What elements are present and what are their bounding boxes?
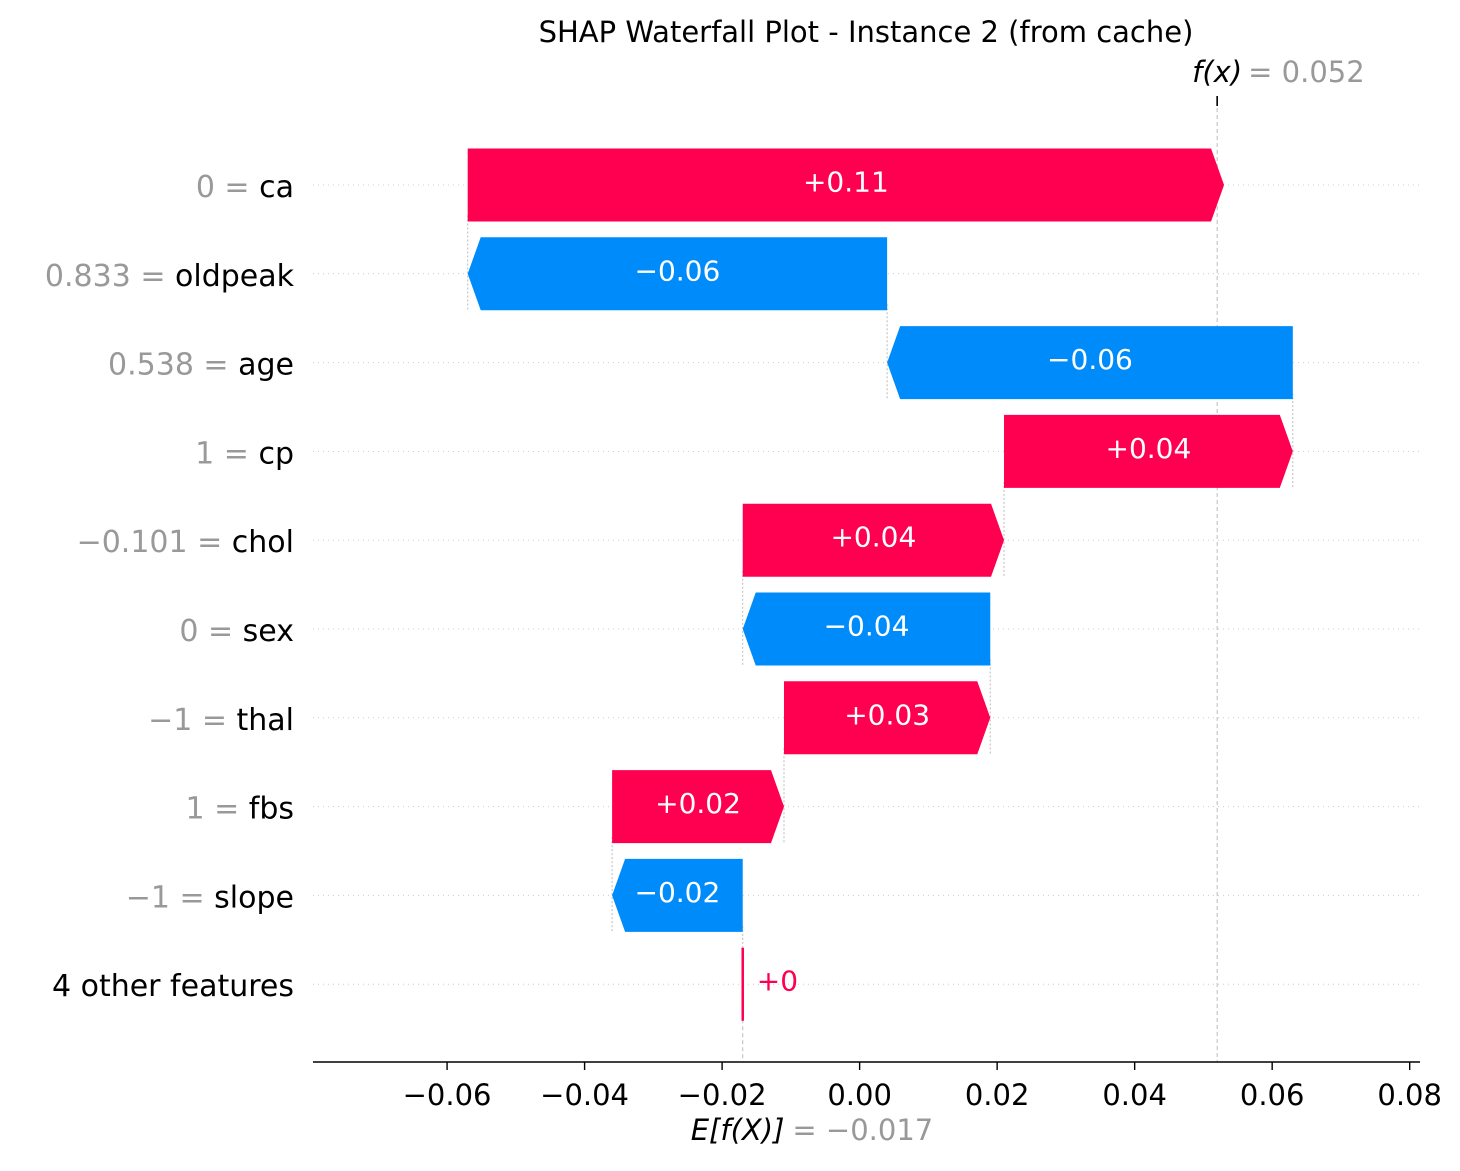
bar-value-label: +0.04 xyxy=(1106,432,1192,465)
bar-value-label: +0.11 xyxy=(803,166,889,199)
ex-annotation: E[f(X)] = −0.017 xyxy=(691,1113,934,1147)
bar-fbs xyxy=(612,770,784,844)
bar-value-label: +0 xyxy=(757,965,798,998)
feature-name: chol xyxy=(232,525,294,560)
feature-label: −1 = slope xyxy=(126,880,294,915)
feature-name: ca xyxy=(259,170,294,205)
bar-oldpeak xyxy=(467,237,888,311)
x-tick-label: 0.04 xyxy=(1102,1078,1167,1112)
feature-label: −1 = thal xyxy=(148,702,294,737)
bar-ca xyxy=(467,148,1225,222)
feature-label: 0 = sex xyxy=(179,614,294,649)
bar-chol xyxy=(742,503,1005,577)
feature-value: 1 = xyxy=(195,436,258,471)
x-tick-label: 0.08 xyxy=(1377,1078,1442,1112)
x-tick-label: 0.06 xyxy=(1240,1078,1305,1112)
bar-age xyxy=(887,326,1293,400)
bar-sex xyxy=(742,592,991,666)
ex-label: E[f(X)] xyxy=(691,1113,785,1147)
feature-value: 1 = xyxy=(185,791,248,826)
feature-value: 0 = xyxy=(196,170,259,205)
bar-value-label: −0.02 xyxy=(635,876,721,909)
feature-label: −0.101 = chol xyxy=(77,525,294,560)
x-tick-label: −0.02 xyxy=(678,1078,767,1112)
x-tick-label: 0.00 xyxy=(827,1078,892,1112)
feature-name: oldpeak xyxy=(175,258,295,293)
bar-value-label: −0.04 xyxy=(824,610,910,643)
feature-value: −0.101 = xyxy=(77,525,232,560)
bar-value-label: +0.03 xyxy=(844,698,930,731)
feature-label: 4 other features xyxy=(52,969,294,1004)
feature-label: 0 = ca xyxy=(196,170,294,205)
feature-label: 1 = cp xyxy=(195,436,294,471)
bar-thal xyxy=(783,681,991,755)
fx-value: = 0.052 xyxy=(1248,55,1365,89)
fx-annotation: f(x) = 0.052 xyxy=(1192,55,1365,89)
feature-name: slope xyxy=(214,880,294,915)
fx-label: f(x) xyxy=(1192,55,1242,89)
feature-name: cp xyxy=(258,436,294,471)
bar-value-label: −0.06 xyxy=(1047,343,1133,376)
feature-name: 4 other features xyxy=(52,969,294,1004)
feature-label: 0.538 = age xyxy=(108,347,294,382)
bar-value-label: −0.06 xyxy=(635,254,721,287)
feature-name: fbs xyxy=(249,791,294,826)
feature-value: 0.833 = xyxy=(45,258,175,293)
x-tick-label: 0.02 xyxy=(965,1078,1030,1112)
chart-title: SHAP Waterfall Plot - Instance 2 (from c… xyxy=(539,15,1194,49)
bar-value-label: +0.02 xyxy=(655,787,741,820)
feature-value: −1 = xyxy=(148,702,236,737)
x-tick-label: −0.04 xyxy=(540,1078,629,1112)
feature-value: −1 = xyxy=(126,880,214,915)
feature-label: 0.833 = oldpeak xyxy=(45,258,295,293)
feature-value: 0 = xyxy=(179,614,242,649)
x-tick-label: −0.06 xyxy=(403,1078,492,1112)
ex-value: = −0.017 xyxy=(792,1113,933,1147)
feature-name: age xyxy=(238,347,294,382)
feature-name: sex xyxy=(243,614,294,649)
feature-label: 1 = fbs xyxy=(185,791,294,826)
bar-value-label: +0.04 xyxy=(830,521,916,554)
bar-cp xyxy=(1004,414,1293,488)
feature-name: thal xyxy=(237,702,295,737)
feature-value: 0.538 = xyxy=(108,347,238,382)
bar-slope xyxy=(612,858,743,932)
